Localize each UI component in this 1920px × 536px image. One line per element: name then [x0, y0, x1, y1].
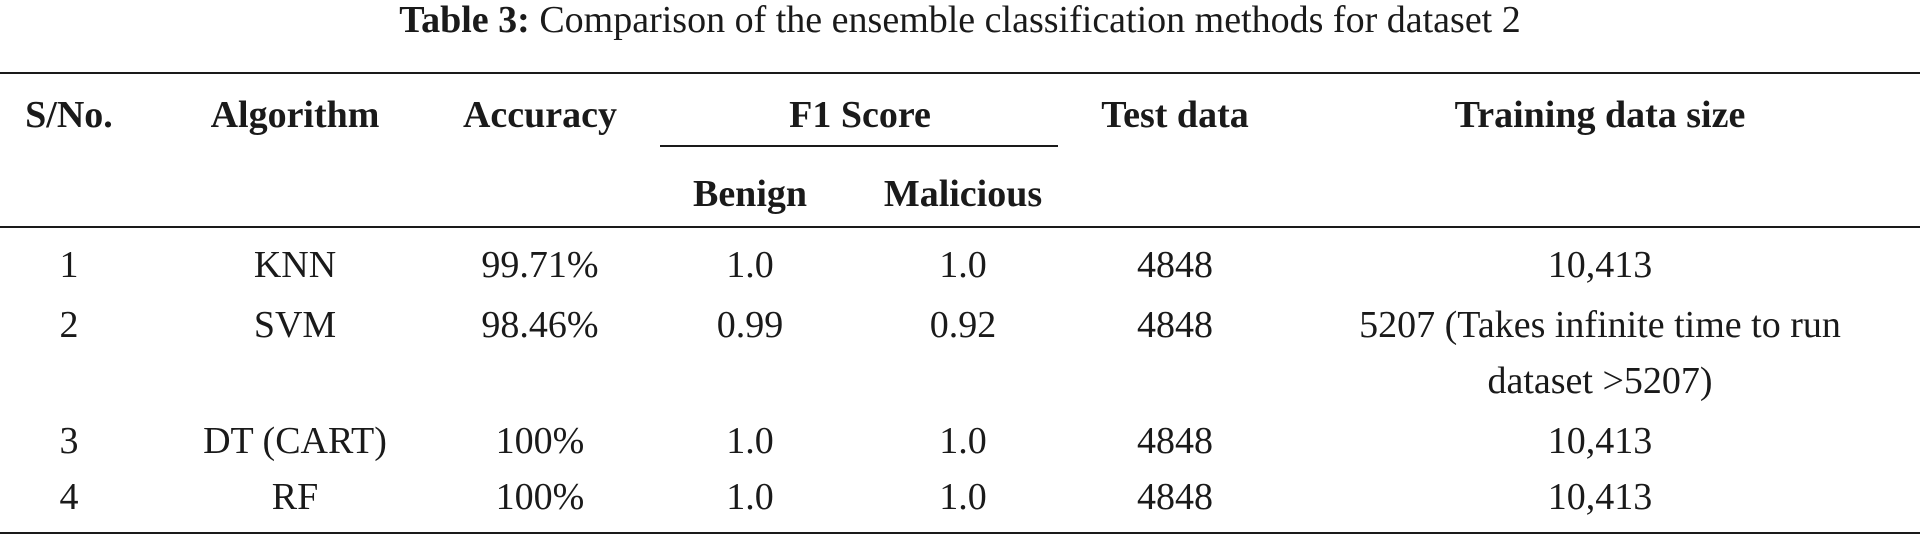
- table-cell-benign: 0.99: [716, 304, 784, 346]
- table-cell-training-size: 10,413: [1547, 476, 1653, 518]
- caption-label: Table 3:: [399, 0, 530, 41]
- table-cell-malicious: 1.0: [939, 244, 987, 286]
- table-cell-training-size: 10,413: [1547, 420, 1653, 462]
- table-cell-benign: 1.0: [726, 476, 774, 518]
- caption-text: Comparison of the ensemble classificatio…: [539, 0, 1521, 41]
- table-cell-training-size: 10,413: [1547, 244, 1653, 286]
- table-cell-benign: 1.0: [726, 244, 774, 286]
- bottom-rule: [0, 532, 1920, 534]
- table-cell-training-size-continued: dataset >5207): [1487, 360, 1713, 402]
- table-cell-accuracy: 100%: [495, 420, 585, 462]
- table-cell-sno: 2: [59, 304, 79, 346]
- top-rule: [0, 72, 1920, 74]
- header-algorithm: Algorithm: [210, 94, 380, 136]
- header-benign: Benign: [692, 173, 808, 215]
- table-cell-test-data: 4848: [1137, 420, 1213, 462]
- header-accuracy: Accuracy: [462, 94, 618, 136]
- table-cell-test-data: 4848: [1137, 244, 1213, 286]
- table-cell-test-data: 4848: [1137, 476, 1213, 518]
- table-cell-algorithm: RF: [271, 476, 319, 518]
- table-cell-test-data: 4848: [1137, 304, 1213, 346]
- table-caption: Table 3: Comparison of the ensemble clas…: [0, 0, 1920, 40]
- table-cell-accuracy: 99.71%: [481, 244, 599, 286]
- f1-score-rule: [660, 145, 1058, 147]
- table-cell-algorithm: KNN: [253, 244, 337, 286]
- header-malicious: Malicious: [883, 173, 1043, 215]
- table-cell-training-size: 5207 (Takes infinite time to run: [1359, 304, 1841, 346]
- table-cell-algorithm: SVM: [253, 304, 337, 346]
- table-cell-accuracy: 98.46%: [481, 304, 599, 346]
- table-cell-sno: 1: [59, 244, 79, 286]
- table-cell-benign: 1.0: [726, 420, 774, 462]
- header-sno: S/No.: [25, 94, 113, 136]
- table-cell-accuracy: 100%: [495, 476, 585, 518]
- header-f1-score: F1 Score: [789, 94, 931, 136]
- table-cell-malicious: 0.92: [929, 304, 997, 346]
- table-cell-sno: 4: [59, 476, 79, 518]
- table-cell-malicious: 1.0: [939, 476, 987, 518]
- header-bottom-rule: [0, 226, 1920, 228]
- header-test-data: Test data: [1101, 94, 1249, 136]
- table-cell-sno: 3: [59, 420, 79, 462]
- table-cell-algorithm: DT (CART): [203, 420, 387, 462]
- table-cell-malicious: 1.0: [939, 420, 987, 462]
- header-training-data-size: Training data size: [1454, 94, 1746, 136]
